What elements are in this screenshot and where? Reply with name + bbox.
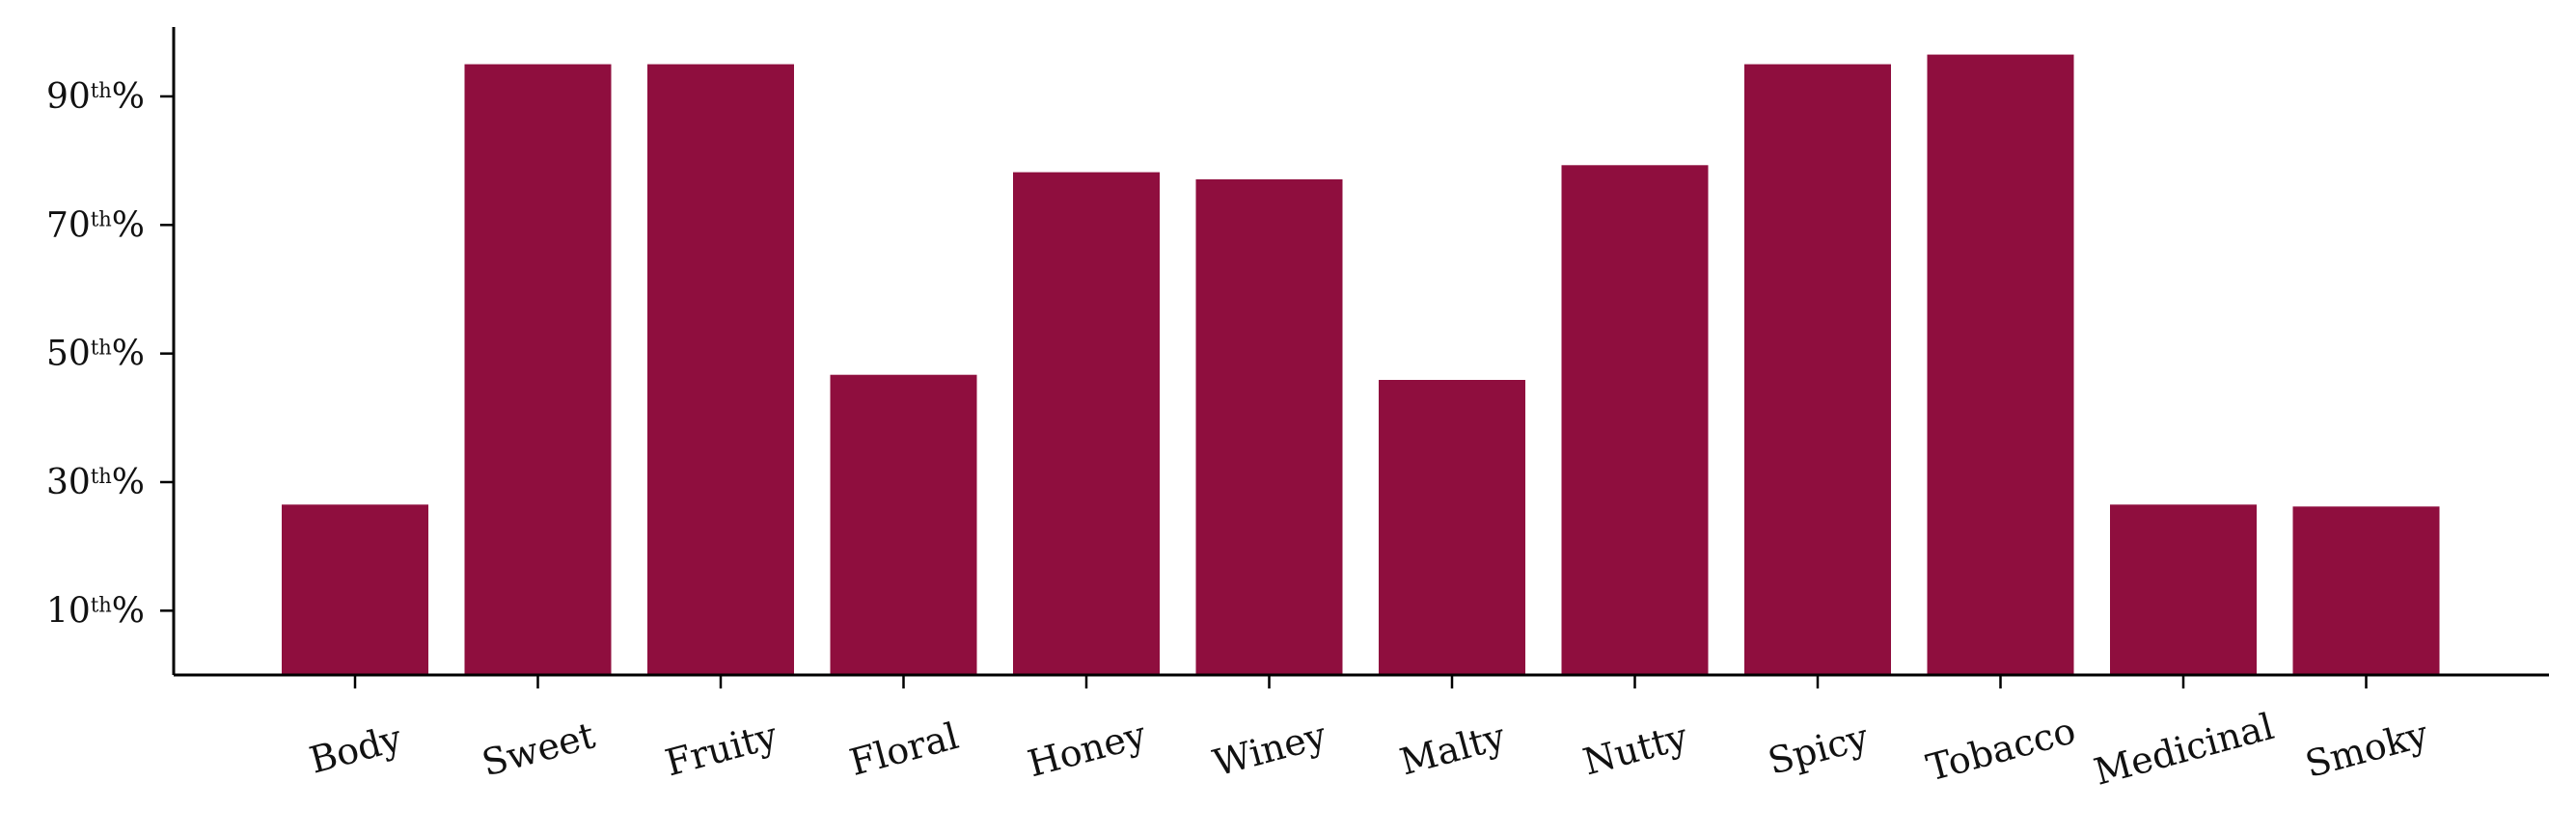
bar-sweet [464,64,612,676]
bar-body [282,504,428,675]
bar-nutty [1561,165,1709,676]
y-tick-label: 70th% [46,205,145,245]
x-tick-label: Body [305,716,406,782]
x-tick-label: Nutty [1578,715,1692,783]
x-tick-label: Smoky [2301,713,2433,786]
x-tick-label: Spicy [1764,715,1874,783]
x-tick-label: Fruity [661,714,782,784]
y-tick-label: 50th% [46,335,145,374]
x-tick-label: Honey [1024,713,1151,785]
y-tick-label: 10th% [46,591,145,631]
x-tick-label: Tobacco [1922,709,2080,789]
x-tick-label: Sweet [478,714,599,784]
bar-tobacco [1927,54,2074,676]
bar-spicy [1744,64,1891,676]
bar-smoky [2292,506,2440,675]
x-tick-label: Floral [845,715,963,784]
x-tick-label: Winey [1209,714,1331,784]
bar-medicinal [2110,504,2257,675]
bar-floral [830,374,977,675]
y-tick-label: 30th% [46,463,145,502]
bar-honey [1013,172,1160,676]
y-tick-label: 90th% [46,77,145,117]
bar-fruity [647,64,794,676]
y-axis-ticks: 10th% 30th% 50th% 70th% 90th% [46,77,174,631]
bar-malty [1379,380,1525,675]
bars-group [282,54,2440,676]
x-tick-label: Malty [1395,715,1510,783]
bar-winey [1195,179,1343,675]
x-axis-ticks: Body Sweet Fruity Floral Honey Winey Malty Nutt… [305,675,2433,794]
x-tick-label: Medicinal [2090,705,2278,794]
